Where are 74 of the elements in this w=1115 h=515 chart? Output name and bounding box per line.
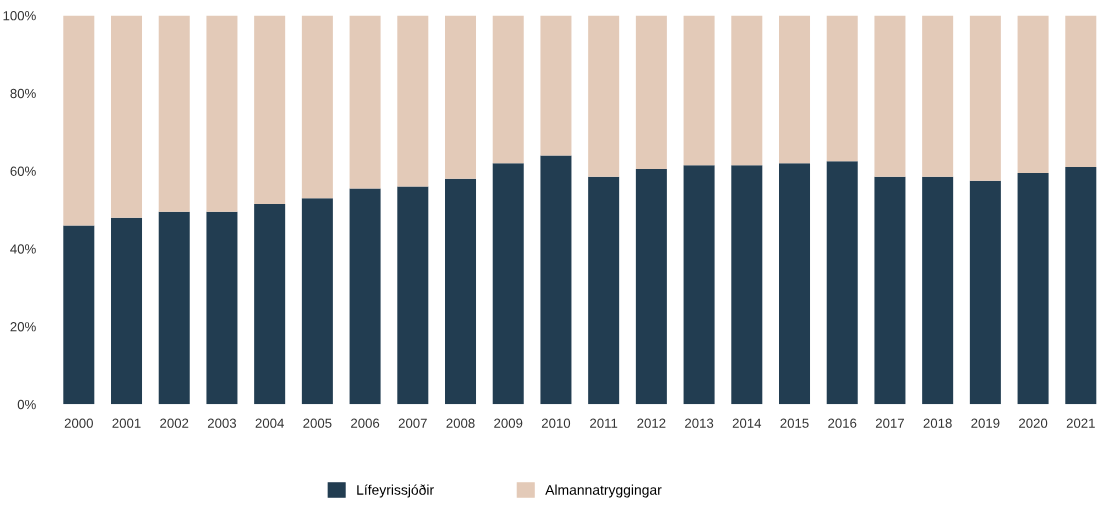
x-tick-label: 2010 bbox=[541, 418, 571, 428]
bar bbox=[492, 163, 524, 405]
bar bbox=[1065, 15, 1097, 168]
bar bbox=[206, 15, 238, 212]
x-tick-label: 2001 bbox=[112, 418, 141, 428]
y-tick-label: 60% bbox=[10, 166, 36, 176]
x-tick-label: 2016 bbox=[828, 418, 857, 428]
bar bbox=[111, 15, 143, 218]
bar bbox=[588, 15, 620, 177]
bar bbox=[445, 178, 477, 405]
bar bbox=[158, 15, 190, 212]
bar bbox=[111, 217, 143, 405]
bar bbox=[731, 15, 763, 166]
bar bbox=[1017, 15, 1049, 173]
bar bbox=[63, 225, 95, 405]
y-tick-label: 100% bbox=[3, 11, 36, 21]
y-tick-label: 80% bbox=[10, 88, 36, 99]
x-tick-label: 2017 bbox=[875, 418, 904, 428]
x-tick-label: 2020 bbox=[1019, 418, 1048, 428]
bar bbox=[635, 15, 667, 170]
x-tick-label: 2015 bbox=[780, 418, 809, 428]
x-tick-label: 2005 bbox=[303, 418, 332, 428]
x-tick-label: 2011 bbox=[590, 418, 618, 428]
bar bbox=[874, 176, 906, 405]
y-tick-label: 20% bbox=[10, 322, 36, 332]
bar bbox=[969, 180, 1001, 405]
x-tick-label: 2018 bbox=[923, 418, 952, 428]
legend-label: Lífeyrissjóðir bbox=[357, 484, 434, 498]
bar bbox=[540, 155, 572, 405]
bar bbox=[1065, 167, 1097, 405]
bar bbox=[254, 15, 286, 205]
x-tick-label: 2021 bbox=[1066, 418, 1095, 428]
x-tick-label: 2012 bbox=[637, 418, 666, 428]
x-tick-label: 2004 bbox=[255, 418, 284, 428]
bar bbox=[874, 15, 906, 177]
bar bbox=[635, 169, 667, 405]
x-tick-label: 2002 bbox=[160, 418, 189, 428]
bar bbox=[206, 211, 238, 405]
bar bbox=[588, 176, 620, 405]
bar bbox=[1017, 172, 1049, 405]
bar bbox=[254, 204, 286, 405]
bar bbox=[445, 15, 477, 179]
x-tick-label: 2003 bbox=[207, 418, 237, 428]
bar bbox=[63, 15, 95, 226]
x-tick-label: 2019 bbox=[971, 418, 1000, 428]
x-tick-label: 2007 bbox=[398, 418, 427, 428]
bar bbox=[779, 15, 811, 164]
bar bbox=[731, 165, 763, 405]
bar bbox=[969, 15, 1001, 181]
bar bbox=[349, 188, 381, 405]
x-tick-label: 2009 bbox=[494, 418, 523, 428]
bar bbox=[683, 15, 715, 166]
y-tick-label: 0% bbox=[17, 399, 36, 410]
bar bbox=[540, 15, 572, 156]
x-tick-label: 2000 bbox=[64, 418, 93, 428]
bar bbox=[683, 165, 715, 405]
bar bbox=[922, 176, 954, 405]
bar bbox=[492, 15, 524, 164]
bar bbox=[349, 15, 381, 189]
y-tick-label: 40% bbox=[10, 244, 36, 254]
bar bbox=[826, 161, 858, 405]
bar bbox=[397, 186, 429, 405]
x-tick-label: 2013 bbox=[685, 418, 714, 428]
bar bbox=[397, 15, 429, 187]
bar bbox=[158, 211, 190, 405]
x-tick-label: 2008 bbox=[446, 418, 475, 428]
x-tick-label: 2014 bbox=[732, 418, 762, 428]
bar bbox=[922, 15, 954, 177]
bar bbox=[301, 15, 333, 199]
legend-label: Almannatryggingar bbox=[545, 484, 662, 498]
bar bbox=[779, 163, 811, 405]
bar bbox=[826, 15, 858, 162]
bar bbox=[301, 198, 333, 405]
x-tick-label: 2006 bbox=[351, 418, 380, 428]
